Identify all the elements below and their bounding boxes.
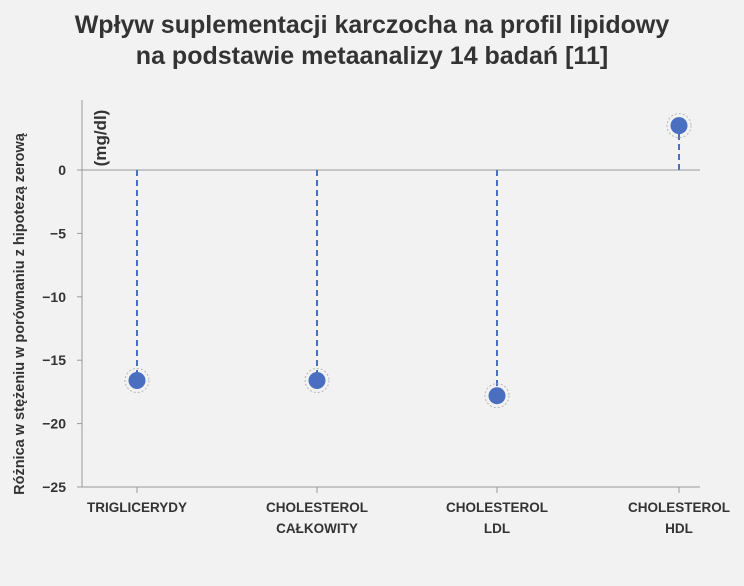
y-tick-label: −10 <box>42 289 66 305</box>
x-category-label-line: HDL <box>665 521 693 536</box>
x-category-label: CHOLESTEROL HDL <box>628 500 730 536</box>
point-halo <box>124 367 150 393</box>
y-axis-title: Różnica w stężeniu w porównaniu z hipote… <box>12 132 28 495</box>
point-halo <box>484 383 510 409</box>
point-halo <box>304 367 330 393</box>
y-tick-label: −25 <box>42 479 66 495</box>
x-category-label-line: CHOLESTEROL <box>446 500 548 515</box>
x-category-label-line: CHOLESTEROL <box>628 500 730 515</box>
y-tick-label: 0 <box>58 162 66 178</box>
chart-title-line-2: na podstawie metaanalizy 14 badań [11] <box>135 42 609 70</box>
x-category-label: CHOLESTEROL CAŁKOWITY <box>266 500 368 536</box>
x-category-label-line: CHOLESTEROL <box>266 500 368 515</box>
data-point <box>488 387 506 405</box>
chart-title-line-1: Wpływ suplementacji karczocha na profil … <box>74 11 670 39</box>
x-category-label-line: TRIGLICERYDY <box>87 500 187 515</box>
x-category-label: CHOLESTEROL LDL <box>446 500 548 536</box>
y-tick-label: −15 <box>42 352 66 368</box>
chart-title: Wpływ suplementacji karczocha na profil … <box>0 10 744 72</box>
data-point <box>128 371 146 389</box>
x-category-label-line: LDL <box>484 521 510 536</box>
data-point <box>670 117 688 135</box>
point-halo <box>666 113 692 139</box>
x-category-label-line: CAŁKOWITY <box>276 521 358 536</box>
data-point <box>308 371 326 389</box>
y-tick-label: −20 <box>42 416 66 432</box>
x-category-label: TRIGLICERYDY <box>87 500 187 515</box>
y-tick-label: −5 <box>50 225 66 241</box>
unit-label: (mg/dl) <box>91 110 110 167</box>
